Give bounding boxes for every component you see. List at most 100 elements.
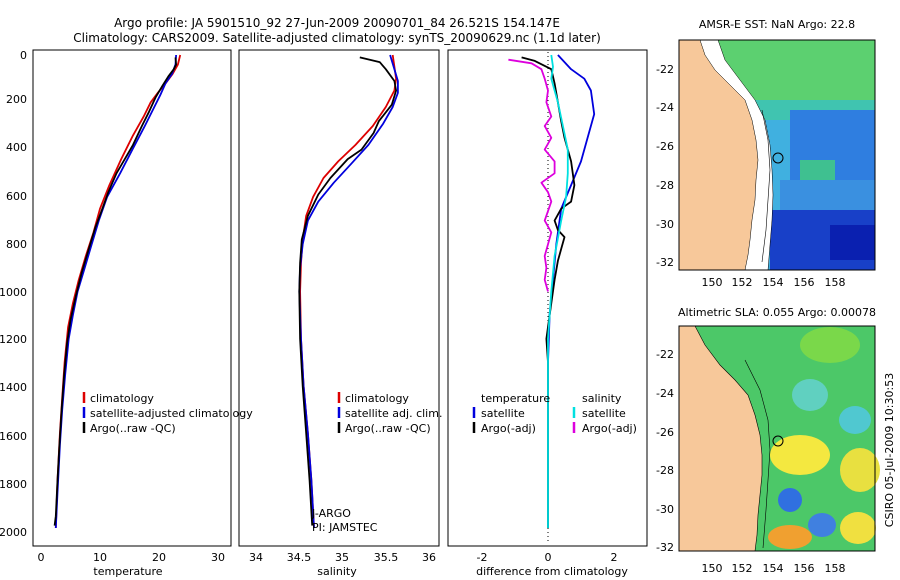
map2-low4: [808, 513, 836, 537]
map2: [678, 325, 880, 552]
legend-header: salinity: [582, 392, 622, 405]
series-line-temperature-satellite: [547, 54, 596, 528]
map1-frame: [678, 39, 876, 271]
map2-high3: [840, 448, 880, 492]
depth-tick: 1200: [0, 333, 27, 346]
map1-lat-tick: -24: [656, 101, 674, 114]
legend-label: Argo(-adj): [582, 422, 637, 435]
annotation-program: J-ARGO: [311, 507, 351, 520]
map1-cold2: [830, 225, 875, 260]
map2-float-marker: [772, 435, 784, 447]
p2-xtick: 34: [249, 551, 263, 564]
map2-lon-tick: 154: [763, 562, 784, 575]
map1-lat-tick: -26: [656, 140, 674, 153]
map2-frame: [678, 325, 876, 552]
map2-coast: [694, 325, 763, 552]
depth-tick: 400: [6, 141, 27, 154]
title-line-1: Argo profile: JA 5901510_92 27-Jun-2009 …: [114, 16, 560, 30]
map1-isobath: [761, 109, 771, 263]
map2-lon-tick: 158: [825, 562, 846, 575]
map2-lon-axis: 150 152 154 156 158: [702, 562, 846, 575]
legend-label: Argo(-adj): [481, 422, 536, 435]
map2-lat-tick: -24: [656, 387, 674, 400]
map2-lon-tick: 156: [794, 562, 815, 575]
p2-xtick: 35: [335, 551, 349, 564]
map1-lat-tick: -32: [656, 256, 674, 269]
p1-xtick: 10: [93, 551, 107, 564]
map2-lon-tick: 150: [702, 562, 723, 575]
panel3-frame: [447, 49, 648, 547]
map1-lon-tick: 156: [794, 276, 815, 289]
map2-high2: [770, 435, 830, 475]
map2-high4: [768, 525, 812, 549]
panel2-frame: [238, 49, 440, 547]
depth-tick: 200: [6, 93, 27, 106]
legend-label: climatology: [90, 392, 154, 405]
map1-float-marker: [772, 152, 784, 164]
map2-lat-tick: -32: [656, 541, 674, 554]
map2-land: [679, 326, 762, 551]
map1-land: [679, 40, 758, 270]
map2-isobath: [744, 359, 771, 549]
depth-axis: 0 200 400 600 800 1000 1200 1400 1600 18…: [0, 49, 27, 539]
map2-lat-tick: -28: [656, 464, 674, 477]
map1: [678, 39, 876, 271]
series-line-climatology: [54, 54, 182, 529]
map1-lat-tick: -30: [656, 218, 674, 231]
p1-xtick: 30: [211, 551, 225, 564]
depth-tick: 1600: [0, 430, 27, 443]
depth-tick: 2000: [0, 526, 27, 539]
p2-xtick: 34.5: [287, 551, 312, 564]
map1-lat-tick: -28: [656, 179, 674, 192]
map2-lat-axis: -22 -24 -26 -28 -30 -32: [656, 348, 674, 554]
p3-legend: temperature satellite Argo(-adj) salinit…: [472, 392, 637, 435]
map2-low3: [778, 488, 802, 512]
map2-title: Altimetric SLA: 0.055 Argo: 0.00078: [678, 306, 876, 319]
map2-lat-tick: -30: [656, 503, 674, 516]
depth-tick: 1800: [0, 478, 27, 491]
map2-high: [800, 327, 860, 363]
legend-label: satellite: [481, 407, 525, 420]
p2-xtick: 35.5: [374, 551, 399, 564]
depth-tick: 1400: [0, 381, 27, 394]
map2-low1: [792, 379, 828, 411]
map2-lat-tick: -26: [656, 426, 674, 439]
p2-xtick: 36: [422, 551, 436, 564]
legend-header: temperature: [481, 392, 550, 405]
p2-xlabel: salinity: [317, 565, 357, 578]
series-line-argo-raw-qc-: [298, 56, 398, 526]
depth-tick: 600: [6, 190, 27, 203]
map1-lat-tick: -22: [656, 63, 674, 76]
p3-xtick: 0: [545, 551, 552, 564]
map1-title: AMSR-E SST: NaN Argo: 22.8: [699, 18, 855, 31]
map1-mid2: [780, 180, 875, 210]
map1-lon-tick: 152: [732, 276, 753, 289]
p2-legend: climatology satellite adj. clim. Argo(..…: [311, 392, 442, 534]
series-line-satellite-adjusted-climatology: [54, 54, 177, 529]
map1-shelf: [699, 39, 774, 271]
panel1-frame: [32, 49, 232, 547]
annotation-pi: PI: JAMSTEC: [312, 521, 378, 534]
map2-low2: [839, 406, 871, 434]
series-line-salinity-argo-adj-: [508, 58, 556, 292]
depth-tick: 0: [20, 49, 27, 62]
map2-lon-tick: 152: [732, 562, 753, 575]
legend-label: Argo(..raw -QC): [90, 422, 176, 435]
map1-lat-axis: -22 -24 -26 -28 -30 -32: [656, 63, 674, 269]
depth-tick: 1000: [0, 286, 27, 299]
map1-lon-tick: 158: [825, 276, 846, 289]
map2-lat-tick: -22: [656, 348, 674, 361]
map1-lon-tick: 154: [763, 276, 784, 289]
series-line-satellite-adj-clim-: [298, 54, 399, 529]
difference-lines: [508, 54, 596, 528]
map1-lon-tick: 150: [702, 276, 723, 289]
legend-label: satellite-adjusted climatology: [90, 407, 253, 420]
p3-xtick: -2: [477, 551, 488, 564]
title-line-2: Climatology: CARS2009. Satellite-adjuste…: [73, 31, 601, 45]
temperature-lines: [53, 54, 182, 529]
legend-label: satellite: [582, 407, 626, 420]
p1-xlabel: temperature: [93, 565, 162, 578]
series-line-salinity-satellite: [547, 54, 569, 528]
legend-label: Argo(..raw -QC): [345, 422, 431, 435]
